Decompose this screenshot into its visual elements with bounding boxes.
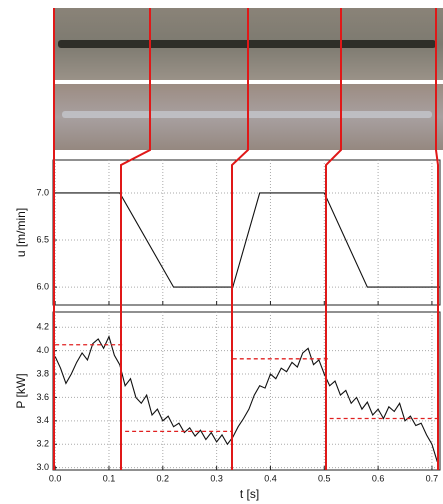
charts: 7.0 6.5 6.0 u [m/min] 0.0 0.1 0.2 0.3 0.4 0.5 0.6 0… bbox=[14, 159, 441, 501]
x-tick-label: 0.4 bbox=[264, 473, 277, 483]
y-tick-label: 4.2 bbox=[36, 322, 49, 332]
y-tick-label: 6.0 bbox=[36, 281, 49, 291]
marker-line bbox=[120, 8, 151, 470]
y-tick-label: 3.4 bbox=[36, 415, 49, 425]
plot-area bbox=[52, 159, 441, 306]
x-tick-label: 0.0 bbox=[49, 473, 62, 483]
y-tick-label: 3.0 bbox=[36, 462, 49, 472]
time-markers bbox=[53, 8, 439, 470]
y-axis-label: P [kW] bbox=[14, 373, 28, 408]
x-tick-label: 0.1 bbox=[103, 473, 116, 483]
y-tick-label: 6.5 bbox=[36, 234, 49, 244]
x-axis-label: t [s] bbox=[240, 487, 259, 501]
data-line bbox=[54, 335, 438, 462]
data-line bbox=[55, 192, 440, 288]
marker-line bbox=[325, 8, 342, 470]
y-tick-label: 3.2 bbox=[36, 439, 49, 449]
y-tick-label: 3.8 bbox=[36, 368, 49, 378]
x-tick-label: 0.7 bbox=[426, 473, 439, 483]
x-tick-label: 0.6 bbox=[372, 473, 385, 483]
x-tick-label: 0.5 bbox=[318, 473, 331, 483]
y-tick-label: 4.0 bbox=[36, 345, 49, 355]
plot-area bbox=[52, 311, 441, 471]
marker-line bbox=[231, 8, 249, 470]
marker-line bbox=[435, 8, 439, 470]
y-tick-label: 7.0 bbox=[36, 187, 49, 197]
y-axis-label: u [m/min] bbox=[14, 208, 28, 257]
x-tick-label: 0.3 bbox=[210, 473, 223, 483]
x-tick-label: 0.2 bbox=[157, 473, 170, 483]
y-tick-label: 3.6 bbox=[36, 392, 49, 402]
